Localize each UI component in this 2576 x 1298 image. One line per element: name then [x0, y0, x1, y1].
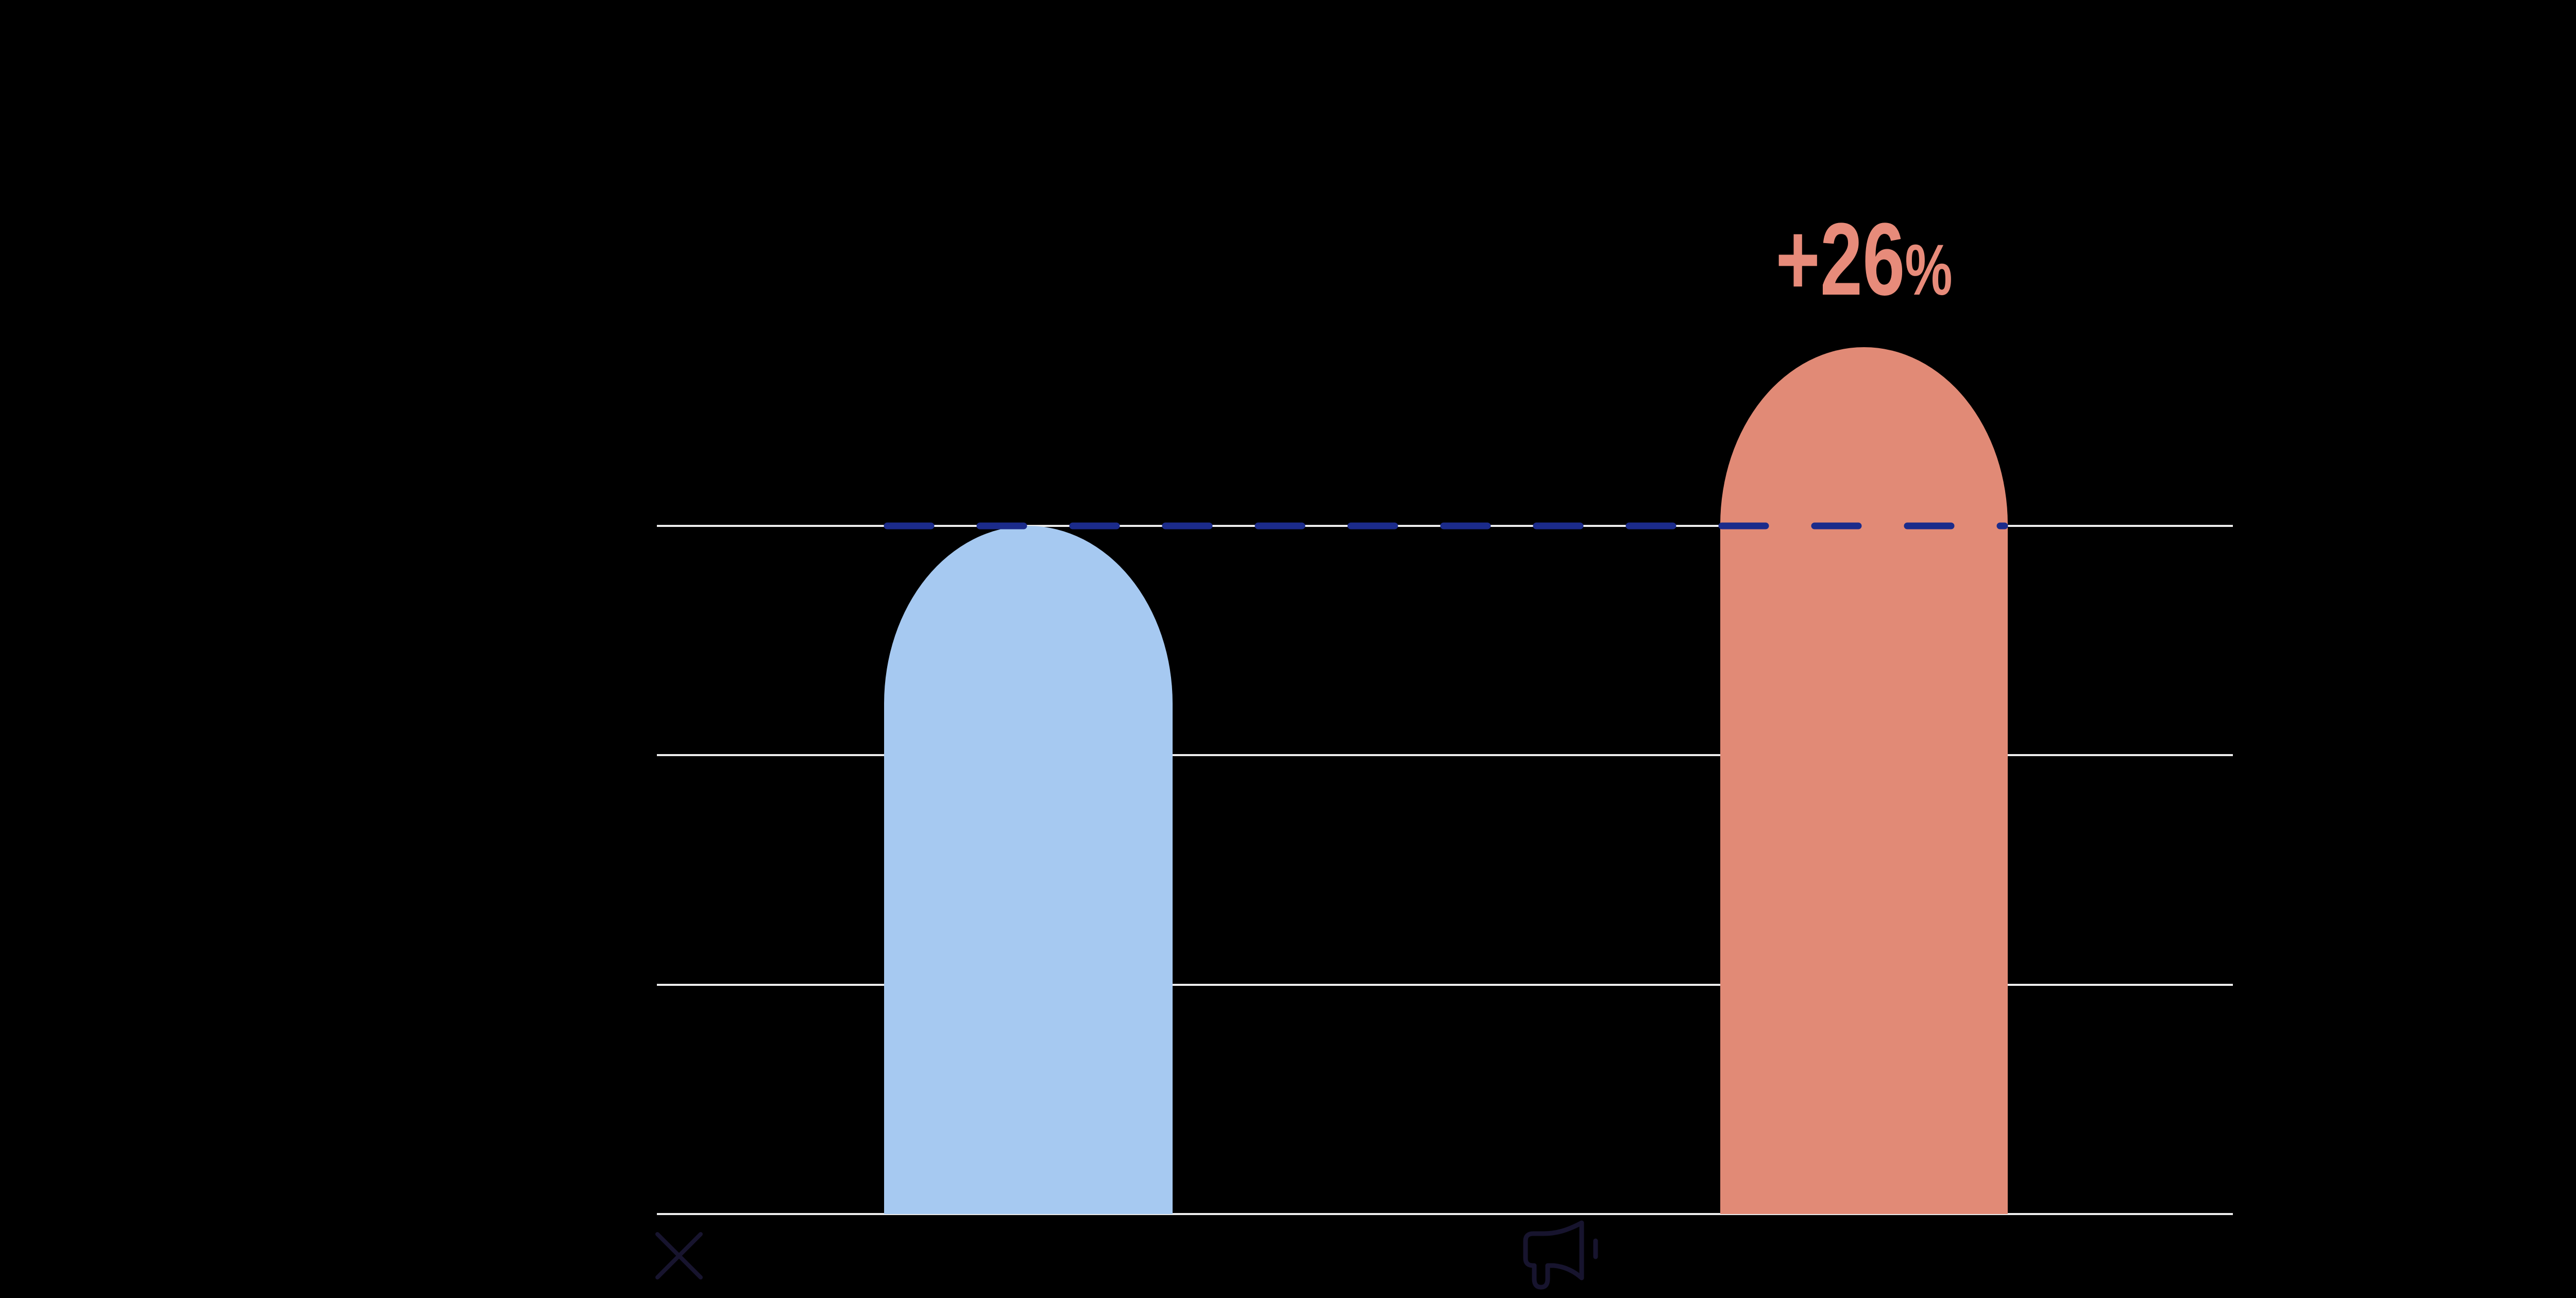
delta-value-text: +26 — [1775, 201, 1905, 317]
gridline — [657, 984, 2233, 986]
bar-x-blue — [884, 526, 1173, 1214]
delta-percent-sign: % — [1905, 229, 1953, 310]
delta-label: +26% — [1775, 208, 1952, 311]
megaphone-icon — [1523, 1220, 1598, 1290]
gridline — [657, 1213, 2233, 1215]
gridline — [657, 754, 2233, 756]
x-icon — [655, 1232, 703, 1279]
bar-megaphone-salmon — [1720, 347, 2008, 1214]
